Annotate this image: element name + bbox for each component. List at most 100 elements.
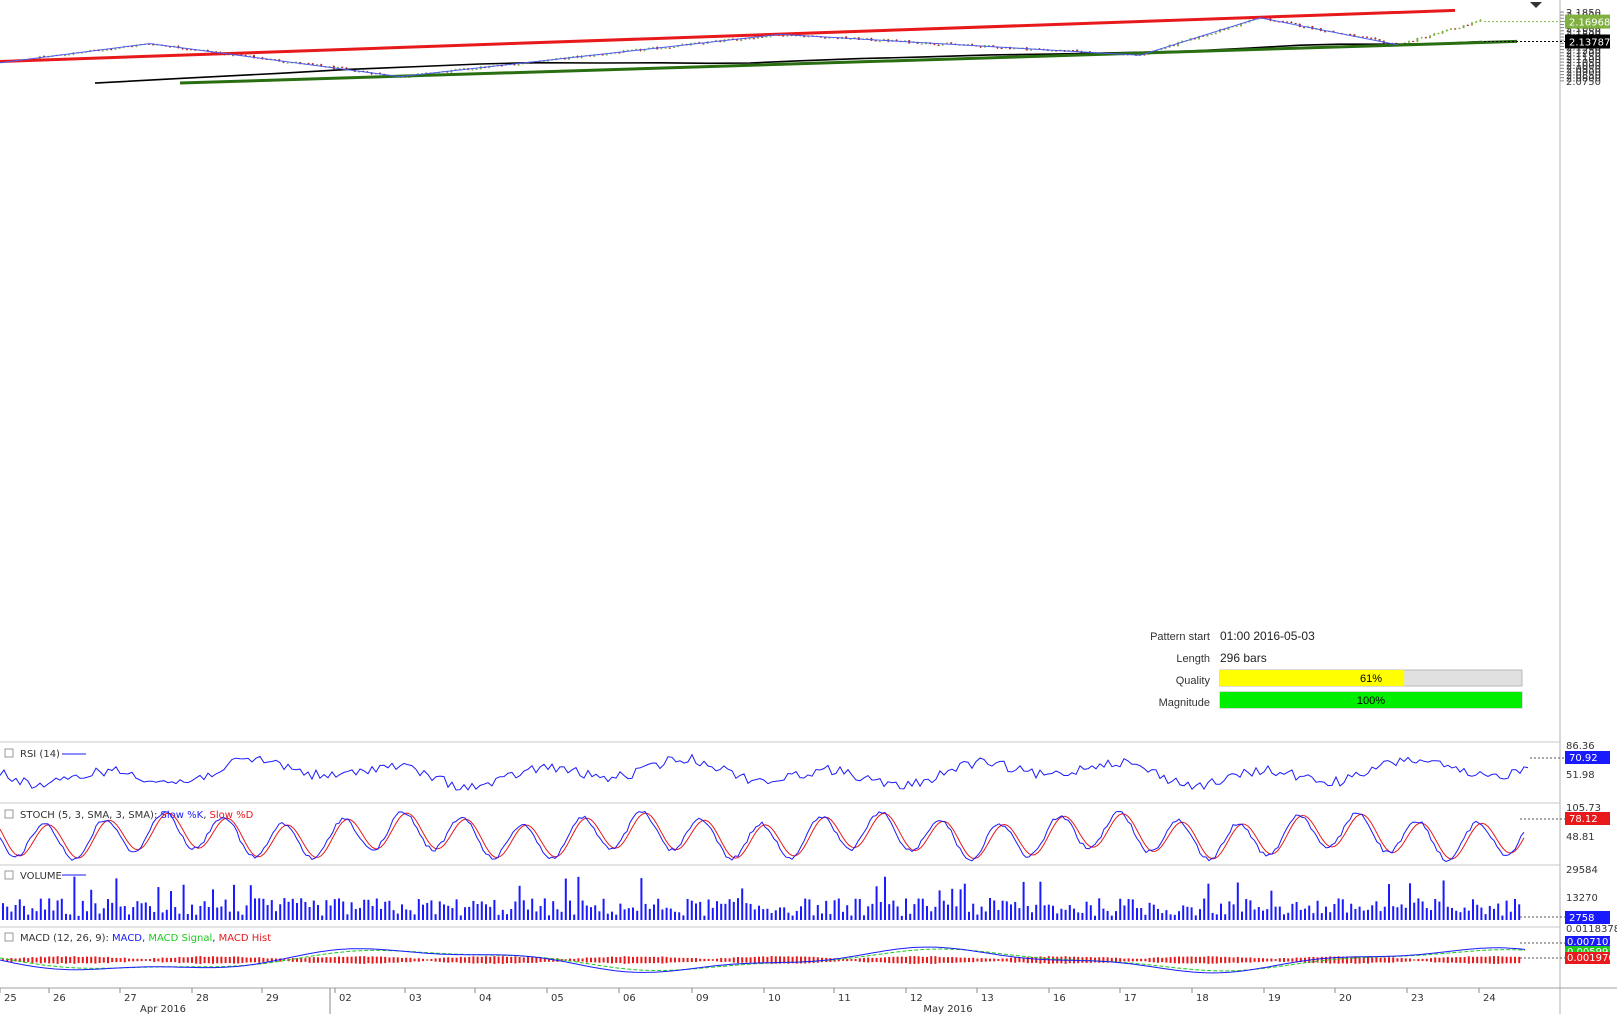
close-icon[interactable] xyxy=(4,809,14,819)
candle-body xyxy=(1445,29,1448,32)
volume-bar xyxy=(934,906,937,920)
volume-bar xyxy=(892,900,895,920)
volume-bar xyxy=(65,913,67,920)
macd-hist-bar xyxy=(808,956,811,964)
candle-body xyxy=(1030,49,1032,51)
macd-hist-bar xyxy=(993,958,996,962)
volume-bar xyxy=(1337,898,1340,920)
volume-bar xyxy=(1329,912,1332,920)
candle-body xyxy=(1353,34,1356,37)
macd-hist-bar xyxy=(1089,957,1092,963)
volume-bar xyxy=(1245,899,1248,920)
macd-hist-bar xyxy=(1358,956,1361,964)
moving-average-layer xyxy=(94,40,1483,84)
volume-bar xyxy=(921,898,924,920)
volume-bar xyxy=(1005,901,1008,920)
macd-hist-bar xyxy=(569,958,571,962)
volume-bar xyxy=(413,914,416,920)
price-tick-label: 2.1850 xyxy=(1566,8,1601,19)
volume-bar xyxy=(1417,898,1420,920)
candle-body xyxy=(866,38,869,40)
candle-body xyxy=(248,55,251,57)
macd-signal-label: MACD Signal xyxy=(148,933,212,944)
macd-hist-bar xyxy=(590,957,592,963)
macd-hist-bar xyxy=(459,956,462,964)
candle-body xyxy=(1286,21,1289,23)
candle-body xyxy=(605,54,608,56)
macd-hist-bar xyxy=(732,957,735,963)
macd-hist-bar xyxy=(741,957,744,963)
macd-hist-bar xyxy=(854,958,857,962)
volume-bar xyxy=(1211,912,1214,920)
volume-bar xyxy=(1110,915,1113,920)
macd-hist-bar xyxy=(77,956,80,964)
macd-hist-bar xyxy=(367,956,370,964)
macd-hist-bar xyxy=(1497,956,1500,964)
macd-hist-bar xyxy=(535,957,538,963)
quality-bar-fill xyxy=(1220,670,1405,686)
volume-bar xyxy=(598,911,601,920)
close-icon[interactable] xyxy=(4,870,14,880)
volume-bar xyxy=(1325,906,1327,920)
volume-bar xyxy=(1350,903,1353,920)
macd-hist-bar xyxy=(615,957,618,963)
macd-hist-bar xyxy=(216,956,219,964)
volume-bar xyxy=(2,903,4,920)
chevron-down-icon[interactable] xyxy=(1530,2,1542,8)
volume-bar xyxy=(774,910,777,920)
candle-body xyxy=(513,64,516,66)
volume-bar xyxy=(1140,908,1143,920)
volume-bar xyxy=(1073,908,1075,920)
volume-bar xyxy=(233,884,235,920)
macd-hist-bar xyxy=(443,957,445,963)
magnitude-value: 100% xyxy=(1357,695,1385,707)
candle-body xyxy=(1227,26,1230,30)
volume-bar xyxy=(543,898,546,920)
macd-hist-bar xyxy=(249,957,252,963)
candle-body xyxy=(320,64,323,67)
price-tags: 2.16968 2.13787 xyxy=(1484,14,1610,49)
volume-bar xyxy=(1152,904,1155,920)
macd-hist-bar xyxy=(619,957,622,963)
volume-bar xyxy=(1039,881,1042,920)
candle-body xyxy=(694,42,696,44)
stoch-tick-low: 48.81 xyxy=(1566,832,1595,843)
candle-body xyxy=(341,66,344,68)
volume-bar xyxy=(317,905,319,920)
date-tick-label: 02 xyxy=(339,993,352,1004)
close-icon[interactable] xyxy=(4,932,14,942)
macd-hist-bar xyxy=(10,958,13,962)
macd-hist-bar xyxy=(976,958,979,962)
ma-price-value: 2.13787 xyxy=(1569,38,1610,49)
macd-hist-bar xyxy=(984,958,987,962)
volume-bar xyxy=(506,914,508,920)
macd-hist-bar xyxy=(711,959,714,961)
volume-bar xyxy=(165,909,168,920)
date-tick-label: 29 xyxy=(266,993,279,1004)
macd-hist-bar xyxy=(102,957,105,963)
macd-hist-bar xyxy=(888,956,891,964)
candle-body xyxy=(1471,22,1473,26)
volume-bar xyxy=(1266,909,1269,920)
volume-bar xyxy=(23,905,25,920)
candle-body xyxy=(1433,33,1436,36)
macd-hist-bar xyxy=(1459,957,1462,963)
volume-bar xyxy=(123,906,126,920)
candle-body xyxy=(181,47,184,50)
macd-hist-bar xyxy=(1140,958,1143,962)
volume-bar xyxy=(1362,910,1365,920)
volume-bar xyxy=(669,908,672,920)
volume-bar xyxy=(1514,898,1516,920)
date-tick-label: 17 xyxy=(1124,993,1137,1004)
volume-bar xyxy=(338,898,340,920)
candle-body xyxy=(895,39,898,42)
volume-bar xyxy=(863,915,865,920)
macd-hist-bar xyxy=(186,957,189,963)
volume-bar xyxy=(191,904,193,920)
macd-hist-bar xyxy=(753,956,756,964)
close-icon[interactable] xyxy=(4,748,14,758)
volume-bar xyxy=(174,907,177,920)
pattern-start-label: Pattern start xyxy=(1150,631,1210,643)
candle-body xyxy=(1429,35,1431,39)
